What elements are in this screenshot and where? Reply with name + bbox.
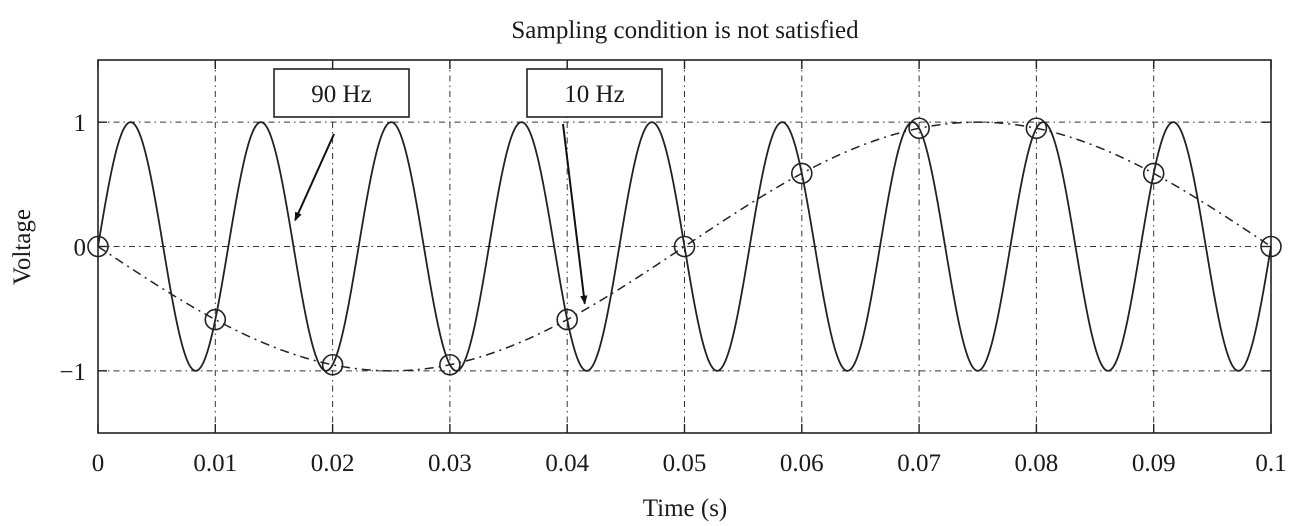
x-tick-label: 0.06 [780,450,824,477]
annotation-10hz-label: 10 Hz [564,81,624,108]
sample-point [790,162,813,185]
x-tick-label: 0.1 [1255,450,1286,477]
annotation-90hz-box [273,68,410,118]
chart-title: Sampling condition is not satisfied [511,17,859,44]
x-tick-label: 0.04 [545,450,589,477]
sample-point [556,308,579,331]
y-tick-labels: −1 0 1 [59,110,86,386]
x-tick-label: 0.03 [428,450,472,477]
sample-point [204,308,227,331]
sample-point [1025,117,1048,140]
series-layer [97,121,1272,372]
annotation-90hz-label: 90 Hz [311,81,371,108]
annotation-90hz: 90 Hz [273,68,410,222]
sample-point [908,117,930,140]
annotation-10hz-box [526,68,663,118]
x-tick-label: 0 [92,450,105,477]
sample-point [321,353,344,376]
x-axis-label: Time (s) [643,495,728,522]
annotation-10hz: 10 Hz [526,68,663,305]
y-axis-label: Voltage [9,209,36,285]
series-90hz-line [97,121,1272,372]
sample-point [673,235,696,258]
x-tick-label: 0.09 [1132,450,1176,477]
sample-markers [87,117,1282,376]
sample-point [1142,162,1165,185]
annotation-10hz-arrow [562,123,588,305]
x-tick-label: 0.08 [1015,450,1059,477]
y-tick-label: 0 [74,235,87,262]
x-tick-label: 0.01 [193,450,237,477]
axis-ticks [97,60,1272,433]
y-tick-label: 1 [74,110,87,137]
x-tick-label: 0.05 [663,450,707,477]
annotation-90hz-arrow [294,133,335,222]
x-tick-label: 0.02 [311,450,355,477]
x-tick-label: 0.07 [897,450,941,477]
x-tick-labels: 0 0.01 0.02 0.03 0.04 0.05 0.06 0.07 0.08 0.09 0.1 [92,450,1287,477]
y-tick-label: −1 [59,359,86,386]
sample-point [439,353,461,376]
